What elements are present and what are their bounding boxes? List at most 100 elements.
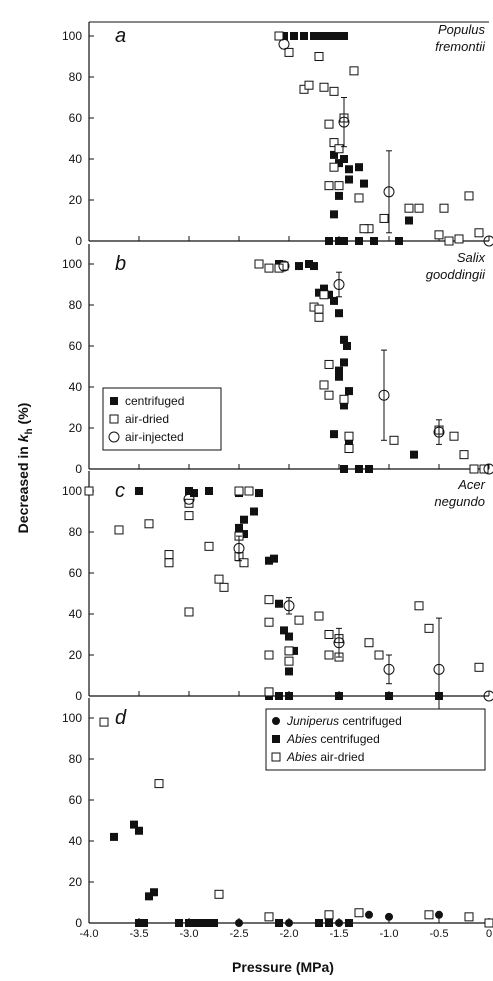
data-point xyxy=(195,919,203,927)
data-point xyxy=(235,919,243,927)
data-point xyxy=(284,47,294,57)
y-tick-label: 80 xyxy=(69,70,83,84)
species-label: gooddingii xyxy=(426,267,486,282)
species-label: Salix xyxy=(457,250,486,265)
data-point xyxy=(325,290,333,299)
data-point xyxy=(439,203,449,213)
data-point xyxy=(154,779,164,789)
x-axis-label: Pressure (MPa) xyxy=(232,959,334,975)
panel-letter: b xyxy=(115,253,126,275)
data-point xyxy=(324,630,334,639)
data-point xyxy=(340,155,348,163)
data-point xyxy=(334,144,344,154)
data-point xyxy=(329,162,339,172)
y-tick-label: 60 xyxy=(69,111,83,125)
data-point xyxy=(164,558,174,568)
y-tick-label: 40 xyxy=(69,607,83,621)
data-point xyxy=(280,626,288,635)
x-tick-label: -2.0 xyxy=(280,928,299,940)
species-label: Populus xyxy=(438,22,485,37)
data-point xyxy=(433,663,445,675)
data-point xyxy=(219,582,229,592)
data-point xyxy=(360,179,368,188)
data-point xyxy=(205,487,213,495)
data-point xyxy=(333,637,345,649)
data-point xyxy=(355,163,363,172)
data-point xyxy=(210,919,218,927)
data-point xyxy=(190,489,198,498)
data-point xyxy=(325,32,333,40)
data-point xyxy=(110,832,118,841)
data-point xyxy=(484,918,493,928)
data-point xyxy=(325,919,333,927)
legend-label: Abies air-dried xyxy=(286,750,364,764)
y-tick-label: 100 xyxy=(62,711,82,725)
data-point xyxy=(314,52,324,61)
panel-letter: a xyxy=(115,25,126,47)
data-point xyxy=(190,919,198,927)
panel-letter: d xyxy=(115,707,127,729)
data-point xyxy=(434,230,444,240)
legend-label: centrifuged xyxy=(125,394,184,408)
x-tick-label: -2.5 xyxy=(230,928,249,940)
data-point xyxy=(275,692,283,700)
data-point xyxy=(344,431,354,441)
species-label: fremontii xyxy=(435,39,486,54)
y-tick-label: 100 xyxy=(62,484,82,498)
y-tick-label: 60 xyxy=(69,339,83,353)
data-point xyxy=(324,359,334,369)
data-point xyxy=(235,523,243,532)
data-point xyxy=(404,203,414,213)
data-point xyxy=(333,279,345,290)
data-point xyxy=(310,262,318,271)
data-point xyxy=(340,32,348,40)
data-point xyxy=(310,32,318,40)
data-point xyxy=(278,38,290,50)
legend-marker xyxy=(109,414,119,424)
data-point xyxy=(335,32,343,40)
panel-d: 0 20 40 60 80 100 -4.0 -3.5 -3.0 -2.5 -2.0 -1.5 -1.0… xyxy=(62,698,493,940)
data-point xyxy=(483,690,493,702)
y-tick-label: 60 xyxy=(69,793,83,807)
data-point xyxy=(304,80,314,90)
data-point xyxy=(254,259,264,269)
data-point xyxy=(483,463,493,475)
data-point xyxy=(354,908,364,918)
data-point xyxy=(340,237,348,245)
legend-marker xyxy=(272,735,280,743)
data-point xyxy=(464,912,474,922)
legend-label: air-dried xyxy=(125,412,169,426)
data-point xyxy=(340,401,348,410)
data-point xyxy=(239,558,249,568)
data-point xyxy=(185,919,193,927)
data-point xyxy=(274,31,284,41)
data-point xyxy=(144,519,154,529)
data-point xyxy=(205,919,213,927)
data-point xyxy=(383,663,395,675)
data-point xyxy=(315,288,323,297)
x-tick-label: -1.0 xyxy=(380,928,399,940)
x-tick-label: -0.5 xyxy=(430,928,449,940)
y-tick-label: 20 xyxy=(69,193,83,207)
data-point xyxy=(319,290,329,300)
data-point xyxy=(275,919,283,927)
y-tick-label: 0 xyxy=(75,916,82,930)
data-point xyxy=(264,650,274,660)
x-tick-label: -4.0 xyxy=(80,928,99,940)
data-point xyxy=(335,191,343,200)
data-point xyxy=(265,556,273,565)
data-point xyxy=(164,550,174,560)
data-point xyxy=(185,487,193,495)
data-point xyxy=(314,611,324,621)
data-point xyxy=(234,486,244,496)
data-point xyxy=(319,380,329,390)
data-point xyxy=(145,892,153,901)
y-tick-label: 100 xyxy=(62,29,82,43)
data-point xyxy=(324,390,334,400)
data-point xyxy=(324,910,334,920)
y-tick-label: 0 xyxy=(75,462,82,476)
data-point xyxy=(329,86,339,96)
data-point xyxy=(330,150,338,159)
data-point xyxy=(335,372,343,381)
data-point xyxy=(349,66,359,76)
